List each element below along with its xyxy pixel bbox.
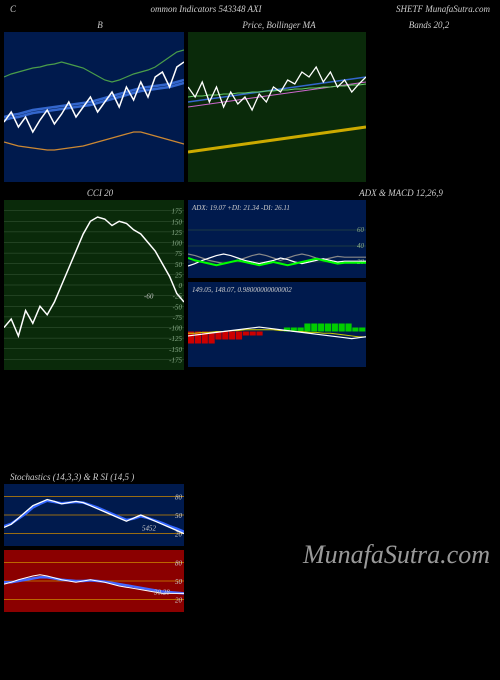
adx-macd-column: ADX: 19.07 +DI: 21.34 -DI: 26.11604020 1… [188,200,366,370]
svg-text:125: 125 [172,229,183,237]
page-header: C ommon Indicators 543348 AXI SHETF Muna… [0,0,500,18]
row1-labels: B Price, Bollinger MA Bands 20,2 [0,18,500,32]
cci-label: CCI 20 [10,188,190,198]
svg-text:60: 60 [357,226,365,234]
svg-text:80: 80 [175,559,183,567]
svg-text:-60: -60 [144,293,154,301]
header-center: ommon Indicators 543348 AXI [150,4,261,14]
svg-text:ADX: 19.07 +DI: 21.34 -DI: 26: ADX: 19.07 +DI: 21.34 -DI: 26.11 [191,204,290,212]
header-left: C [10,4,16,14]
svg-text:150: 150 [172,218,183,226]
ma-label: Price, Bollinger MA [190,20,368,30]
macd-chart: 149.05, 148.07, 0.98000000000002 [188,282,366,367]
svg-text:0: 0 [179,282,183,290]
svg-text:-150: -150 [169,346,182,354]
svg-text:30.28: 30.28 [153,589,170,597]
svg-text:149.05, 148.07, 0.980000000000: 149.05, 148.07, 0.98000000000002 [192,286,292,294]
svg-text:-50: -50 [173,303,183,311]
row3-labels: Stochastics (14,3,3) & R SI (14,5 ) [0,470,500,484]
svg-text:20: 20 [175,597,183,605]
svg-text:-175: -175 [169,356,182,364]
bands-label: Bands 20,2 [368,20,490,30]
row3: 80 50 20 5452 80 50 20 30.28 [0,484,500,612]
svg-text:25: 25 [175,271,183,279]
svg-text:40: 40 [357,242,365,250]
cci-chart: 1751501251007550250-25-50-75-100-125-150… [4,200,184,370]
header-right: SHETF MunafaSutra.com [396,4,490,14]
adx-macd-label: ADX & MACD 12,26,9 [312,188,490,198]
stochastics-chart: 8050205452 [4,484,184,546]
svg-text:-75: -75 [173,314,183,322]
bollinger-chart [4,32,184,182]
svg-text:50: 50 [175,578,183,586]
svg-text:-100: -100 [169,325,182,333]
svg-text:100: 100 [172,240,183,248]
svg-text:80: 80 [175,493,183,501]
row2-labels: CCI 20 ADX & MACD 12,26,9 [0,186,500,200]
svg-text:75: 75 [175,250,183,258]
svg-text:5452: 5452 [142,525,157,533]
svg-text:-125: -125 [169,335,182,343]
svg-text:50: 50 [175,512,183,520]
row1 [0,32,500,182]
adx-chart: ADX: 19.07 +DI: 21.34 -DI: 26.11604020 [188,200,366,278]
row2: 1751501251007550250-25-50-75-100-125-150… [0,200,500,370]
bb-label: B [10,20,190,30]
moving-avg-chart [188,32,366,182]
stoch-rsi-label: Stochastics (14,3,3) & R SI (14,5 ) [10,472,134,482]
svg-text:50: 50 [175,261,183,269]
svg-text:175: 175 [172,208,183,216]
rsi-chart: 80 50 20 30.28 [4,550,184,612]
